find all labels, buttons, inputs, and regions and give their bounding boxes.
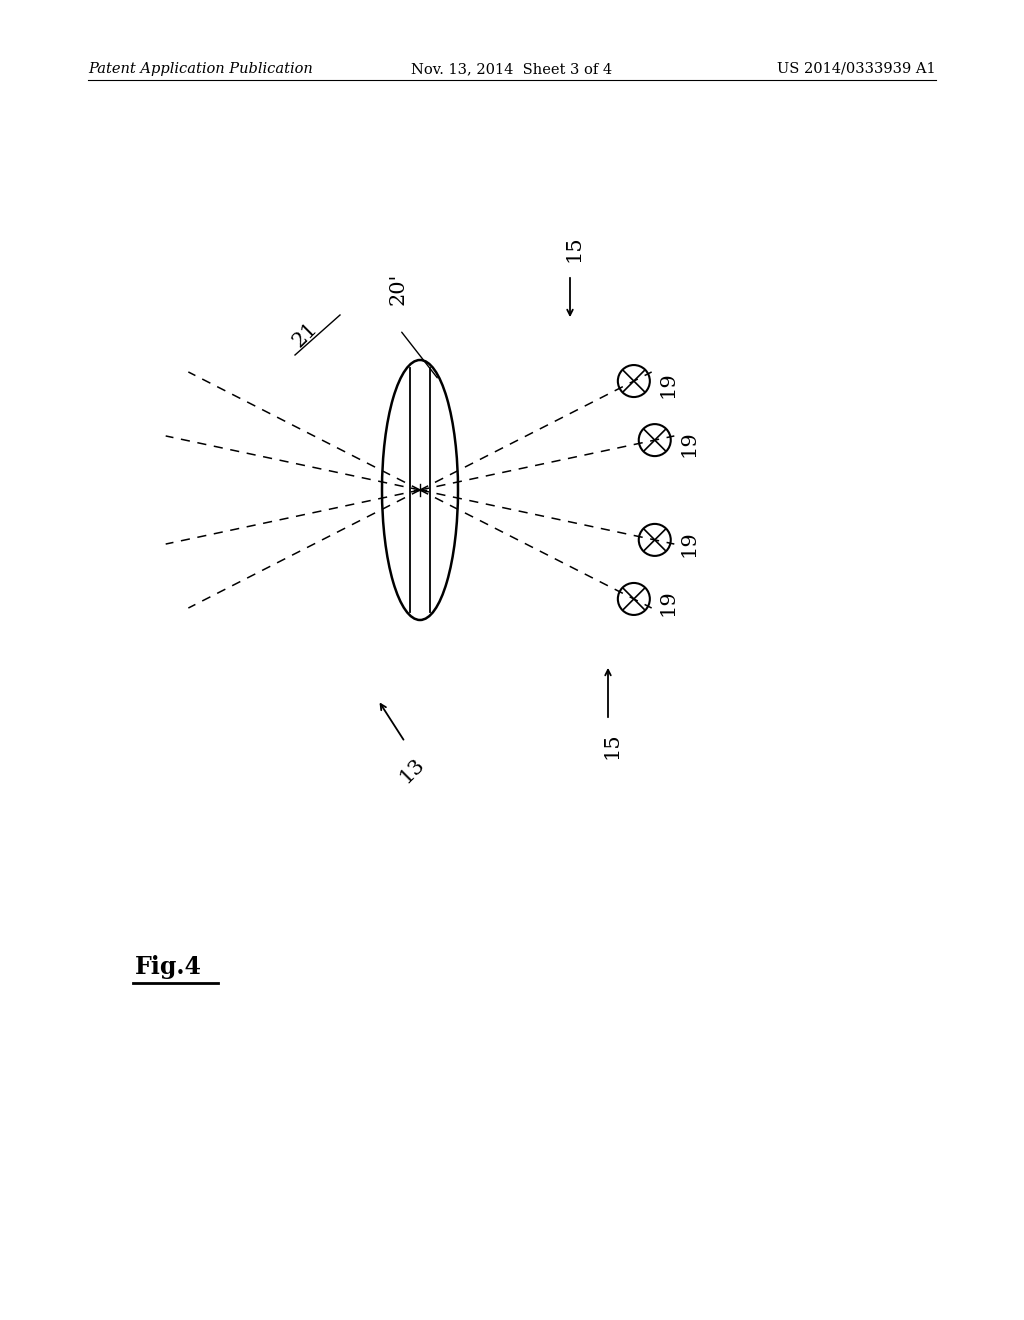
Text: Nov. 13, 2014  Sheet 3 of 4: Nov. 13, 2014 Sheet 3 of 4: [412, 62, 612, 77]
Text: US 2014/0333939 A1: US 2014/0333939 A1: [777, 62, 936, 77]
Text: 19: 19: [658, 590, 677, 616]
Text: 20': 20': [388, 273, 408, 305]
Text: Fig.4: Fig.4: [135, 954, 202, 979]
Text: 15: 15: [564, 235, 584, 261]
Text: 15: 15: [602, 733, 622, 759]
Text: 19: 19: [679, 531, 698, 557]
Text: Patent Application Publication: Patent Application Publication: [88, 62, 312, 77]
Text: 13: 13: [396, 754, 428, 787]
Text: 19: 19: [679, 430, 698, 458]
Text: 21: 21: [289, 319, 322, 351]
Text: 19: 19: [658, 372, 677, 399]
